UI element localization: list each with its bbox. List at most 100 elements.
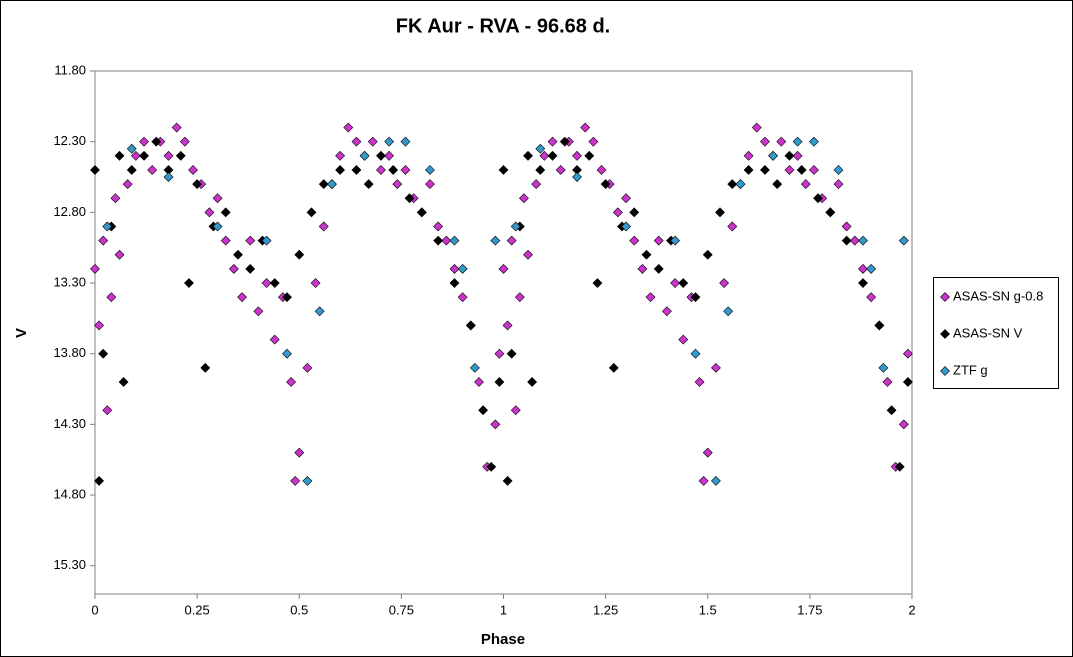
x-tick-label: 0.75 bbox=[389, 602, 414, 617]
data-point bbox=[760, 136, 770, 147]
data-point bbox=[318, 179, 329, 190]
data-point bbox=[858, 235, 868, 246]
data-point bbox=[425, 179, 435, 190]
data-point bbox=[363, 179, 374, 190]
data-point bbox=[114, 150, 125, 161]
data-point bbox=[343, 122, 354, 133]
y-tick-label: 13.80 bbox=[53, 345, 86, 360]
data-point bbox=[359, 150, 370, 161]
data-point bbox=[502, 320, 513, 331]
legend-box bbox=[933, 277, 1059, 389]
data-point bbox=[784, 150, 795, 161]
data-point bbox=[886, 405, 897, 416]
data-point bbox=[388, 165, 399, 175]
data-point bbox=[645, 292, 656, 303]
data-point bbox=[813, 193, 823, 204]
data-point bbox=[449, 278, 460, 288]
data-point bbox=[237, 292, 247, 303]
data-point bbox=[384, 136, 395, 147]
x-axis-label: Phase bbox=[481, 631, 525, 648]
data-point bbox=[678, 278, 689, 288]
data-point bbox=[188, 165, 198, 175]
data-point bbox=[228, 263, 239, 274]
data-point bbox=[126, 143, 137, 154]
data-point bbox=[776, 136, 787, 147]
data-point bbox=[592, 278, 603, 288]
data-point bbox=[710, 362, 721, 373]
data-point bbox=[433, 221, 444, 232]
data-point bbox=[527, 377, 538, 387]
data-point bbox=[147, 165, 158, 175]
data-point bbox=[841, 235, 852, 246]
data-point bbox=[253, 306, 264, 317]
data-point bbox=[772, 179, 783, 190]
data-point bbox=[894, 461, 905, 472]
data-point bbox=[110, 193, 121, 204]
data-point bbox=[809, 136, 819, 147]
data-point bbox=[449, 235, 460, 246]
data-point bbox=[400, 165, 411, 175]
data-point bbox=[621, 221, 631, 232]
data-point bbox=[261, 235, 272, 246]
data-point bbox=[302, 362, 313, 373]
data-point bbox=[637, 263, 648, 274]
x-tick-label: 1.5 bbox=[699, 602, 717, 617]
data-point bbox=[727, 179, 738, 190]
y-tick-label: 12.80 bbox=[53, 204, 86, 219]
data-point bbox=[490, 235, 501, 246]
data-point bbox=[498, 165, 509, 175]
data-point bbox=[98, 348, 109, 359]
data-point bbox=[367, 136, 378, 147]
data-point bbox=[294, 447, 305, 458]
data-point bbox=[523, 249, 533, 260]
legend-label: ASAS-SN V bbox=[953, 325, 1023, 340]
data-point bbox=[163, 150, 174, 161]
y-tick-label: 11.80 bbox=[54, 62, 86, 77]
data-point bbox=[282, 348, 292, 359]
data-point bbox=[433, 235, 444, 246]
data-point bbox=[425, 165, 435, 175]
data-point bbox=[220, 207, 231, 218]
data-point bbox=[114, 249, 125, 260]
data-point bbox=[858, 278, 868, 288]
data-point bbox=[698, 475, 709, 486]
data-point bbox=[796, 165, 807, 175]
data-point bbox=[584, 150, 595, 161]
data-point bbox=[510, 221, 521, 232]
data-point bbox=[139, 150, 149, 161]
data-point bbox=[535, 143, 546, 154]
data-point bbox=[261, 278, 272, 288]
data-point bbox=[90, 263, 100, 274]
data-point bbox=[306, 207, 317, 218]
data-point bbox=[498, 263, 509, 274]
data-point bbox=[653, 235, 664, 246]
data-point bbox=[661, 306, 672, 317]
data-point bbox=[302, 475, 313, 486]
data-point bbox=[494, 377, 505, 387]
y-tick-label: 15.30 bbox=[53, 557, 86, 572]
data-point bbox=[902, 348, 913, 359]
data-point bbox=[760, 165, 770, 175]
data-point bbox=[184, 278, 194, 288]
data-point bbox=[792, 136, 803, 147]
data-point bbox=[539, 150, 550, 161]
data-point bbox=[572, 150, 582, 161]
data-point bbox=[727, 221, 738, 232]
x-tick-label: 1.75 bbox=[797, 602, 822, 617]
data-point bbox=[531, 179, 542, 190]
data-point bbox=[694, 377, 705, 387]
data-point bbox=[469, 362, 480, 373]
data-point bbox=[494, 348, 505, 359]
data-point bbox=[670, 278, 680, 288]
data-point bbox=[535, 165, 546, 175]
y-axis-label: V bbox=[13, 328, 30, 338]
data-point bbox=[572, 172, 582, 182]
data-point bbox=[596, 165, 607, 175]
data-point bbox=[600, 179, 611, 190]
data-point bbox=[416, 207, 427, 218]
data-point bbox=[384, 150, 395, 161]
data-point bbox=[653, 263, 664, 274]
chart-title: FK Aur - RVA - 96.68 d. bbox=[396, 15, 610, 37]
